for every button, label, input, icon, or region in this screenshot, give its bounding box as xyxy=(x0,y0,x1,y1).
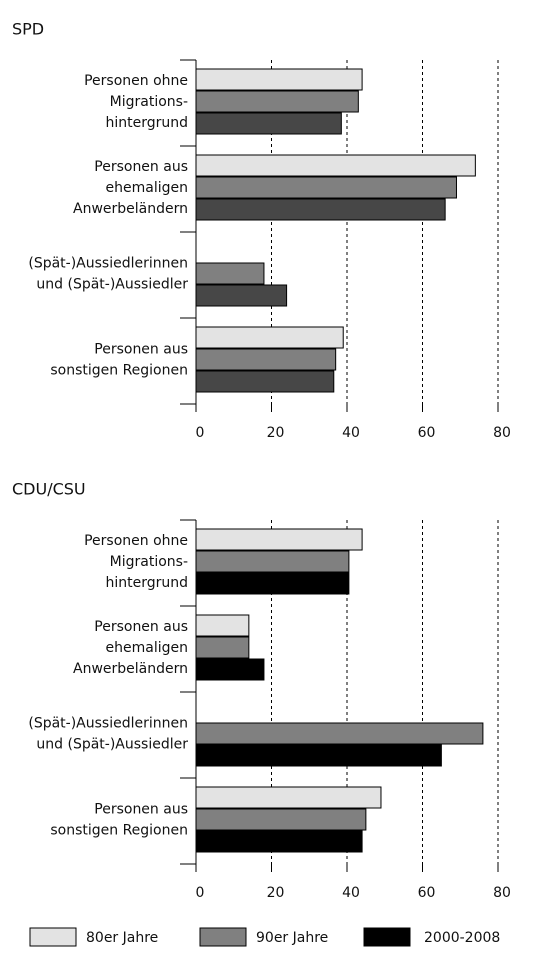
category-label: Personen ohne xyxy=(84,73,188,89)
bar xyxy=(195,808,367,831)
category-label: (Spät-)Aussiedlerinnen xyxy=(28,716,188,732)
bar xyxy=(195,348,337,371)
legend-swatch xyxy=(363,927,411,947)
category-label: und (Spät-)Aussiedler xyxy=(36,737,188,753)
bar xyxy=(195,284,288,307)
bar xyxy=(195,572,350,595)
bar xyxy=(195,614,250,637)
x-tick-label: 80 xyxy=(493,425,511,441)
bar xyxy=(195,370,335,393)
category-label: ehemaligen xyxy=(106,180,188,196)
bar xyxy=(195,68,363,91)
category-label: Anwerbeländern xyxy=(73,661,188,677)
x-tick-label: 60 xyxy=(418,425,436,441)
category-label: hintergrund xyxy=(105,115,188,131)
x-tick-label: 40 xyxy=(342,425,360,441)
bar xyxy=(195,550,350,573)
legend-swatch xyxy=(29,927,77,947)
category-label: sonstigen Regionen xyxy=(50,823,188,839)
chart-title: CDU/CSU xyxy=(12,480,86,499)
category-label: ehemaligen xyxy=(106,640,188,656)
x-tick-label: 0 xyxy=(196,425,205,441)
bar xyxy=(195,262,265,285)
bar xyxy=(195,786,382,809)
category-label: Personen aus xyxy=(94,342,188,358)
category-label: Anwerbeländern xyxy=(73,201,188,217)
legend-label: 2000-2008 xyxy=(424,930,500,946)
x-tick-label: 20 xyxy=(267,425,285,441)
x-tick-label: 40 xyxy=(342,885,360,901)
bar xyxy=(195,744,442,767)
bar xyxy=(195,90,359,113)
category-label: Migrations- xyxy=(110,94,188,110)
category-label: Personen ohne xyxy=(84,533,188,549)
bar xyxy=(195,528,363,551)
legend-swatch xyxy=(199,927,247,947)
legend-label: 80er Jahre xyxy=(86,930,158,946)
bar xyxy=(195,636,250,659)
bar xyxy=(195,830,363,853)
category-label: Migrations- xyxy=(110,554,188,570)
x-tick-label: 20 xyxy=(267,885,285,901)
category-label: Personen aus xyxy=(94,159,188,175)
bar xyxy=(195,176,457,199)
legend-label: 90er Jahre xyxy=(256,930,328,946)
bar xyxy=(195,722,484,745)
x-tick-label: 0 xyxy=(196,885,205,901)
bar xyxy=(195,154,476,177)
category-label: Personen aus xyxy=(94,802,188,818)
bar xyxy=(195,198,446,221)
category-label: (Spät-)Aussiedlerinnen xyxy=(28,256,188,272)
category-label: hintergrund xyxy=(105,575,188,591)
category-label: Personen aus xyxy=(94,619,188,635)
bar xyxy=(195,112,342,135)
category-label: sonstigen Regionen xyxy=(50,363,188,379)
category-label: und (Spät-)Aussiedler xyxy=(36,277,188,293)
bar xyxy=(195,326,344,349)
x-tick-label: 80 xyxy=(493,885,511,901)
chart-title: SPD xyxy=(12,20,44,39)
bar xyxy=(195,658,265,681)
x-tick-label: 60 xyxy=(418,885,436,901)
